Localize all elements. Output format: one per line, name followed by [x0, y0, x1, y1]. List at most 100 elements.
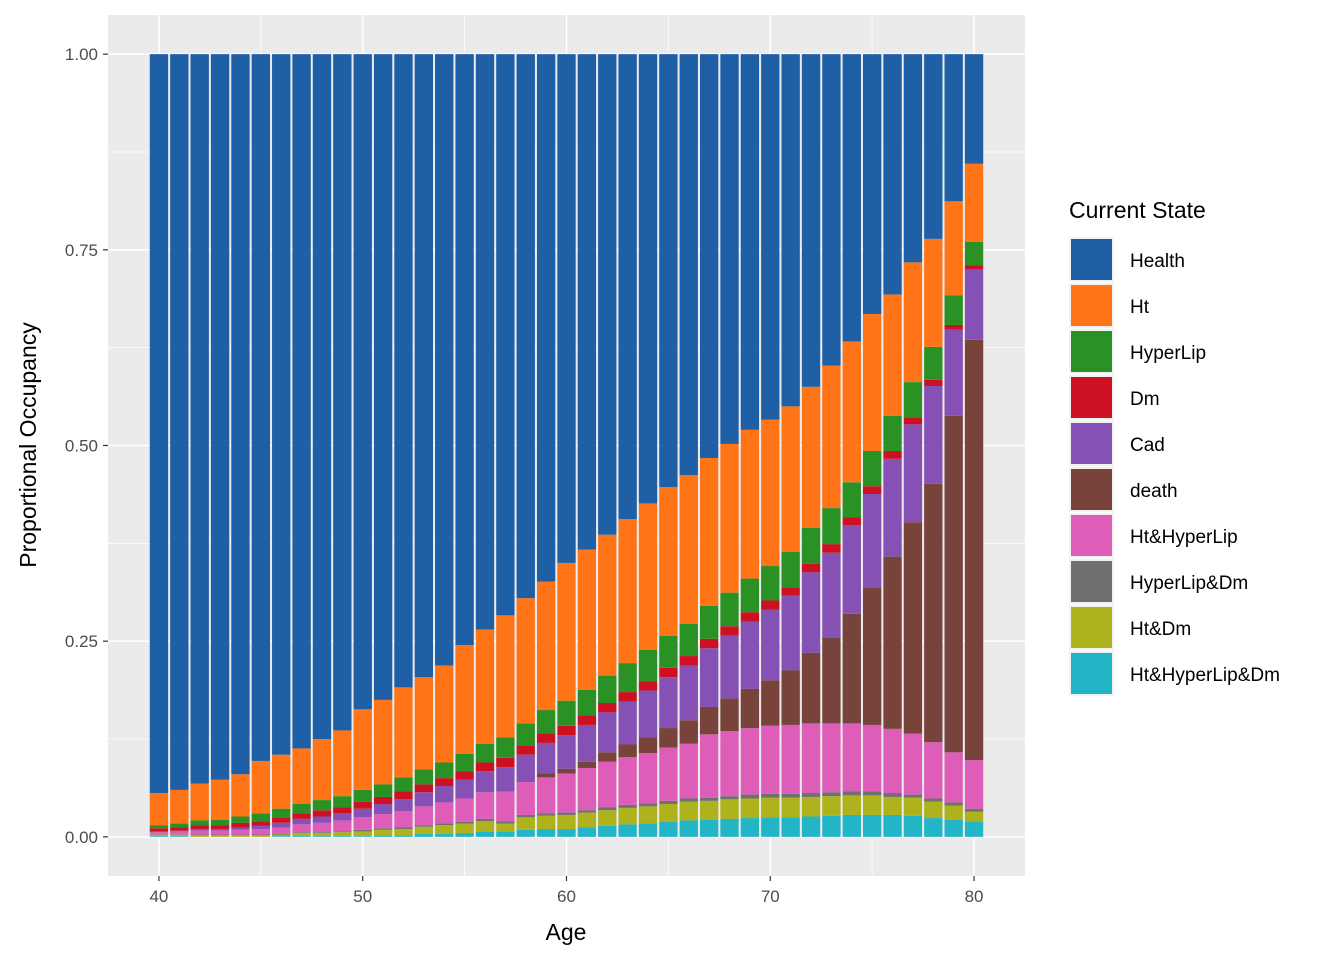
- bar-segment: [699, 648, 719, 707]
- bar-segment: [333, 832, 352, 837]
- bar-segment: [435, 778, 454, 786]
- bar-segment: [964, 265, 984, 270]
- bar-segment: [373, 803, 393, 815]
- y-axis-title: Proportional Occupancy: [15, 322, 41, 568]
- bar-segment: [903, 417, 923, 425]
- bar-segment: [944, 819, 963, 837]
- bar-segment: [862, 724, 882, 792]
- bar-segment: [414, 784, 434, 793]
- bar-segment: [924, 386, 943, 484]
- bar-segment: [822, 508, 841, 545]
- bar-segment: [333, 807, 352, 814]
- bar-segment: [822, 792, 841, 797]
- bar-segment: [679, 798, 698, 802]
- bar-segment: [435, 762, 454, 779]
- bar-segment: [496, 767, 515, 792]
- bar-segment: [210, 819, 230, 826]
- bar-segment: [659, 486, 678, 636]
- bar-segment: [883, 458, 902, 557]
- bar-segment: [292, 824, 311, 833]
- bar-segment: [353, 709, 372, 790]
- bar-segment: [801, 572, 821, 653]
- bar-segment: [557, 562, 576, 701]
- bar-segment: [557, 735, 576, 769]
- bar-segment: [822, 723, 841, 793]
- bar-segment: [557, 725, 576, 736]
- bar-segment: [333, 831, 352, 833]
- bar-segment: [435, 802, 454, 824]
- bar-segment: [475, 792, 495, 819]
- bar-segment: [638, 803, 658, 807]
- bar-segment: [394, 777, 413, 792]
- bar-segment: [679, 820, 698, 837]
- bar-segment: [414, 677, 434, 770]
- bar-segment: [801, 386, 821, 528]
- bar-segment: [475, 743, 495, 763]
- bar-segment: [373, 796, 393, 804]
- bar-segment: [699, 706, 719, 735]
- bar-segment: [862, 791, 882, 796]
- bar-segment: [557, 700, 576, 726]
- bar-segment: [740, 578, 760, 613]
- bar-segment: [149, 828, 169, 832]
- y-tick-label: 1.00: [65, 45, 98, 64]
- bar-segment: [577, 827, 597, 837]
- bar-segment: [353, 829, 372, 832]
- bar-segment: [251, 829, 271, 835]
- bar-segment: [536, 581, 556, 711]
- bar-segment: [292, 832, 311, 837]
- bar-segment: [292, 813, 311, 819]
- bar-segment: [903, 794, 923, 798]
- bar-segment: [720, 626, 739, 636]
- bar-segment: [394, 829, 413, 836]
- bar-segment: [577, 724, 597, 762]
- bar-segment: [373, 784, 393, 797]
- bar-segment: [964, 811, 984, 822]
- bar-segment: [944, 752, 963, 803]
- bar-segment: [944, 295, 963, 325]
- bar-segment: [475, 818, 495, 822]
- bar-segment: [516, 829, 535, 837]
- bar-segment: [496, 737, 515, 758]
- bar-segment: [598, 712, 617, 753]
- bar-segment: [781, 406, 800, 552]
- bar-segment: [231, 827, 250, 830]
- bar-segment: [516, 598, 535, 724]
- bar-segment: [373, 54, 393, 700]
- bar-segment: [822, 544, 841, 553]
- bar-segment: [924, 798, 943, 802]
- bar-segment: [842, 482, 861, 518]
- bar-segment: [944, 802, 963, 806]
- bar-segment: [761, 54, 780, 420]
- bar-segment: [781, 595, 800, 671]
- bar-segment: [924, 54, 943, 239]
- bar-segment: [903, 797, 923, 816]
- y-tick-label: 0.50: [65, 437, 98, 456]
- bar-segment: [496, 821, 515, 824]
- bar-segment: [720, 635, 739, 699]
- bar-segment: [190, 825, 209, 830]
- bar-segment: [964, 269, 984, 340]
- bar-segment: [761, 680, 780, 726]
- bar-segment: [516, 54, 535, 599]
- bar-segment: [210, 835, 230, 837]
- bar-segment: [251, 835, 271, 837]
- legend-swatch: [1071, 377, 1112, 418]
- bar-segment: [210, 829, 230, 831]
- bar-segment: [414, 833, 434, 837]
- bar-segment: [394, 687, 413, 778]
- bar-segment: [638, 503, 658, 650]
- legend-label: Ht&HyperLip: [1130, 527, 1238, 548]
- bar-segment: [842, 613, 861, 724]
- bar-segment: [536, 829, 556, 837]
- bar-segment: [231, 822, 250, 828]
- bar-segment: [781, 587, 800, 596]
- bar-segment: [333, 730, 352, 797]
- bar-segment: [679, 656, 698, 666]
- bar-segment: [333, 796, 352, 808]
- bar-segment: [353, 817, 372, 830]
- bar-segment: [373, 828, 393, 830]
- bar-segment: [842, 723, 861, 792]
- bar-segment: [964, 339, 984, 761]
